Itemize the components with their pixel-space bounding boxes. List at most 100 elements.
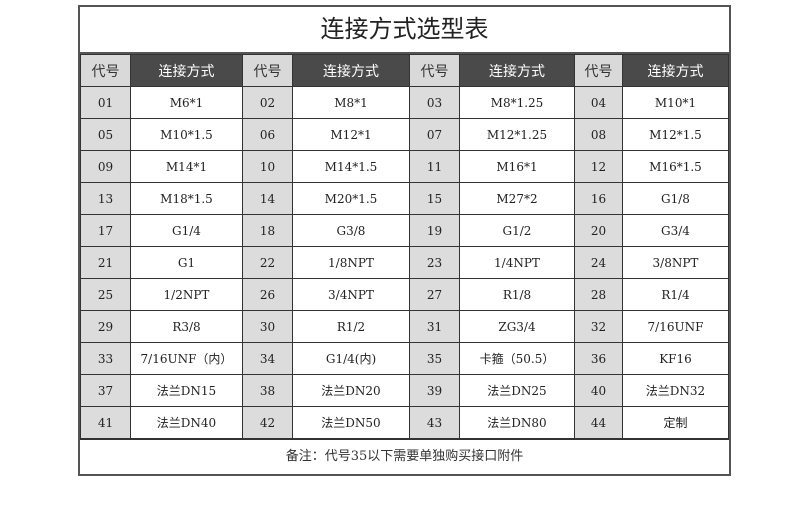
connection-cell: 法兰DN32: [622, 374, 729, 407]
code-cell: 40: [574, 374, 623, 407]
connection-cell: KF16: [622, 342, 729, 375]
table-row: 17 G1/4 18 G3/8 19 G1/2 20 G3/4: [80, 214, 729, 247]
connection-cell: M14*1.5: [292, 150, 410, 183]
code-cell: 28: [574, 278, 623, 311]
code-cell: 44: [574, 406, 623, 439]
code-cell: 08: [574, 118, 623, 151]
table-row: 41 法兰DN40 42 法兰DN50 43 法兰DN80 44 定制: [80, 406, 729, 439]
connection-cell: M12*1: [292, 118, 410, 151]
code-cell: 12: [574, 150, 623, 183]
code-cell: 11: [409, 150, 460, 183]
connection-cell: 卡箍（50.5）: [459, 342, 575, 375]
connection-cell: 7/16UNF: [622, 310, 729, 343]
code-cell: 02: [242, 86, 293, 119]
connection-cell: 定制: [622, 406, 729, 439]
connection-cell: 3/4NPT: [292, 278, 410, 311]
connection-cell: G3/8: [292, 214, 410, 247]
code-cell: 05: [80, 118, 131, 151]
header-code: 代号: [574, 54, 623, 87]
connection-cell: 法兰DN40: [130, 406, 243, 439]
code-cell: 15: [409, 182, 460, 215]
code-cell: 20: [574, 214, 623, 247]
footnote: 备注：代号35以下需要单独购买接口附件: [80, 439, 729, 474]
table-row: 01 M6*1 02 M8*1 03 M8*1.25 04 M10*1: [80, 86, 729, 119]
code-cell: 38: [242, 374, 293, 407]
code-cell: 04: [574, 86, 623, 119]
connection-cell: G1/2: [459, 214, 575, 247]
connection-cell: ZG3/4: [459, 310, 575, 343]
connection-cell: G1/8: [622, 182, 729, 215]
connection-cell: M6*1: [130, 86, 243, 119]
code-cell: 24: [574, 246, 623, 279]
code-cell: 25: [80, 278, 131, 311]
code-cell: 01: [80, 86, 131, 119]
code-cell: 32: [574, 310, 623, 343]
connection-cell: M18*1.5: [130, 182, 243, 215]
header-code: 代号: [409, 54, 460, 87]
code-cell: 33: [80, 342, 131, 375]
connection-cell: 法兰DN15: [130, 374, 243, 407]
connection-cell: 法兰DN50: [292, 406, 410, 439]
code-cell: 35: [409, 342, 460, 375]
connection-cell: R1/8: [459, 278, 575, 311]
code-cell: 31: [409, 310, 460, 343]
connection-cell: R1/2: [292, 310, 410, 343]
code-cell: 42: [242, 406, 293, 439]
connection-cell: G1: [130, 246, 243, 279]
code-cell: 41: [80, 406, 131, 439]
table-row: 33 7/16UNF（内） 34 G1/4(内) 35 卡箍（50.5） 36 KF16: [80, 342, 729, 375]
header-connection: 连接方式: [292, 54, 410, 87]
table-row: 37 法兰DN15 38 法兰DN20 39 法兰DN25 40 法兰DN32: [80, 374, 729, 407]
connection-cell: G3/4: [622, 214, 729, 247]
connection-cell: R1/4: [622, 278, 729, 311]
code-cell: 37: [80, 374, 131, 407]
connection-cell: 法兰DN20: [292, 374, 410, 407]
connection-cell: 1/2NPT: [130, 278, 243, 311]
code-cell: 23: [409, 246, 460, 279]
code-cell: 10: [242, 150, 293, 183]
code-cell: 39: [409, 374, 460, 407]
connection-cell: M10*1: [622, 86, 729, 119]
connection-cell: G1/4: [130, 214, 243, 247]
connection-cell: 7/16UNF（内）: [130, 342, 243, 375]
code-cell: 26: [242, 278, 293, 311]
code-cell: 36: [574, 342, 623, 375]
connection-cell: 法兰DN80: [459, 406, 575, 439]
connection-cell: M10*1.5: [130, 118, 243, 151]
code-cell: 43: [409, 406, 460, 439]
code-cell: 27: [409, 278, 460, 311]
code-cell: 34: [242, 342, 293, 375]
connection-cell: G1/4(内): [292, 342, 410, 375]
code-cell: 30: [242, 310, 293, 343]
table-row: 29 R3/8 30 R1/2 31 ZG3/4 32 7/16UNF: [80, 310, 729, 343]
code-cell: 13: [80, 182, 131, 215]
connection-cell: M16*1: [459, 150, 575, 183]
header-row: 代号 连接方式 代号 连接方式 代号 连接方式 代号 连接方式: [80, 54, 729, 87]
table-row: 25 1/2NPT 26 3/4NPT 27 R1/8 28 R1/4: [80, 278, 729, 311]
code-cell: 03: [409, 86, 460, 119]
connection-cell: M12*1.25: [459, 118, 575, 151]
header-connection: 连接方式: [130, 54, 243, 87]
code-cell: 14: [242, 182, 293, 215]
code-cell: 21: [80, 246, 131, 279]
connection-cell: R3/8: [130, 310, 243, 343]
table-title: 连接方式选型表: [80, 7, 729, 54]
code-cell: 19: [409, 214, 460, 247]
code-cell: 07: [409, 118, 460, 151]
table-row: 13 M18*1.5 14 M20*1.5 15 M27*2 16 G1/8: [80, 182, 729, 215]
connection-cell: M8*1.25: [459, 86, 575, 119]
code-cell: 17: [80, 214, 131, 247]
connection-cell: M12*1.5: [622, 118, 729, 151]
connection-cell: M27*2: [459, 182, 575, 215]
connection-selection-table: 连接方式选型表 代号 连接方式 代号 连接方式 代号 连接方式 代号 连接方式 01 M6*1 0…: [78, 5, 731, 476]
code-cell: 09: [80, 150, 131, 183]
code-cell: 18: [242, 214, 293, 247]
code-cell: 22: [242, 246, 293, 279]
code-cell: 29: [80, 310, 131, 343]
connection-cell: 1/4NPT: [459, 246, 575, 279]
header-connection: 连接方式: [622, 54, 729, 87]
connection-cell: M8*1: [292, 86, 410, 119]
header-connection: 连接方式: [459, 54, 575, 87]
table-row: 09 M14*1 10 M14*1.5 11 M16*1 12 M16*1.5: [80, 150, 729, 183]
connection-cell: M14*1: [130, 150, 243, 183]
